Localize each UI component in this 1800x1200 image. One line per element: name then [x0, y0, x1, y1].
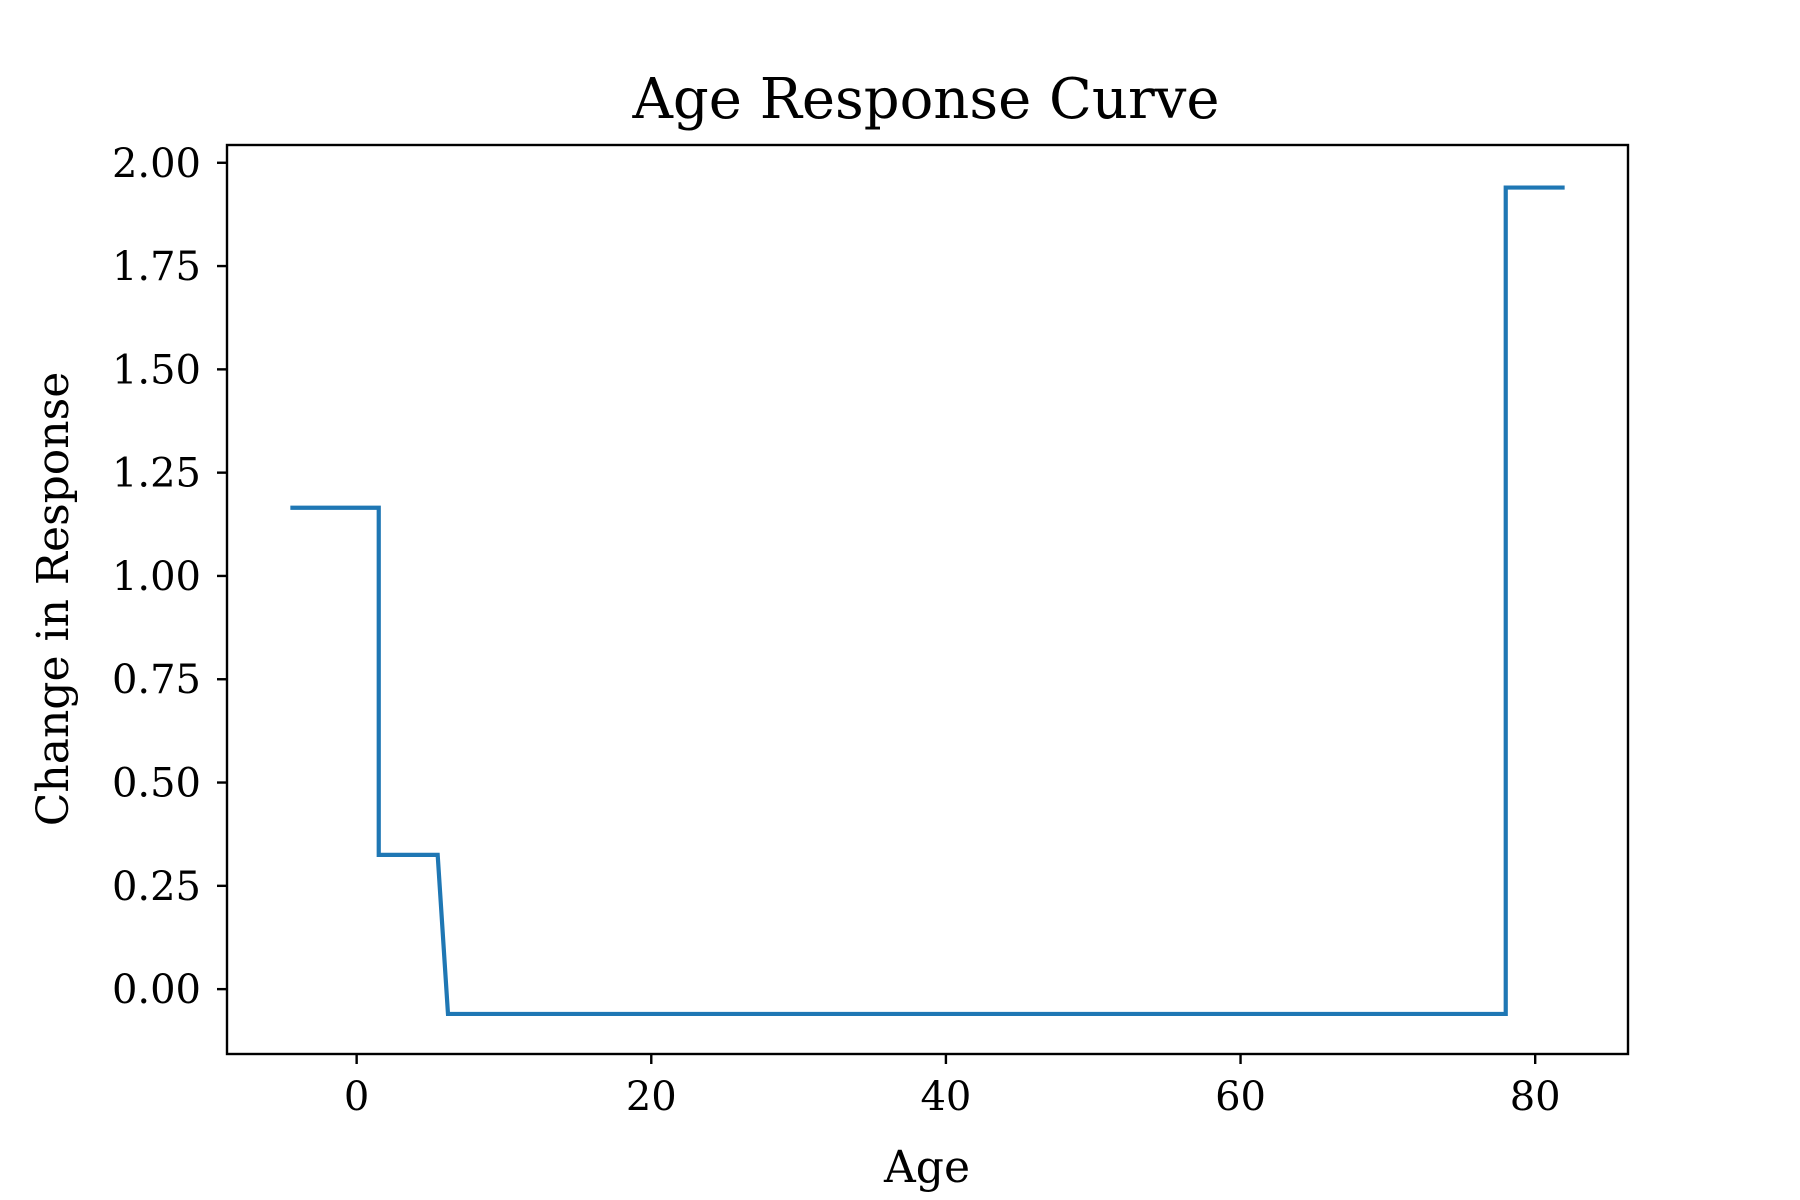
y-tick-label: 1.50 [112, 347, 201, 393]
series-line-0 [290, 185, 1565, 1017]
chart-title: Age Response Curve [631, 67, 1219, 132]
axes-frame [225, 143, 1630, 1056]
y-tick-label: 1.75 [112, 244, 201, 290]
y-axis: 0.00 0.25 0.50 0.75 1.00 1.25 1.50 1.75 2.00 [112, 141, 227, 1013]
x-tick-label: 60 [1215, 1074, 1266, 1120]
x-axis-label: Age [883, 1142, 970, 1193]
y-tick-label: 0.00 [112, 967, 201, 1013]
series-layer [290, 185, 1565, 1017]
x-axis: 0 20 40 60 80 [344, 1054, 1561, 1120]
y-tick-label: 0.25 [112, 864, 201, 910]
x-tick-label: 80 [1510, 1074, 1561, 1120]
x-tick-label: 20 [626, 1074, 677, 1120]
x-tick-label: 40 [920, 1074, 971, 1120]
y-axis-label: Change in Response [28, 372, 79, 827]
y-tick-label: 0.75 [112, 657, 201, 703]
y-tick-label: 1.00 [112, 554, 201, 600]
y-tick-label: 2.00 [112, 141, 201, 187]
y-tick-label: 0.50 [112, 761, 201, 807]
plot-area: 0 20 40 60 80 0.00 0.25 0.50 0.75 1.00 1.25 1.50 1.… [112, 141, 1630, 1120]
y-tick-label: 1.25 [112, 451, 201, 497]
x-tick-label: 0 [344, 1074, 369, 1120]
